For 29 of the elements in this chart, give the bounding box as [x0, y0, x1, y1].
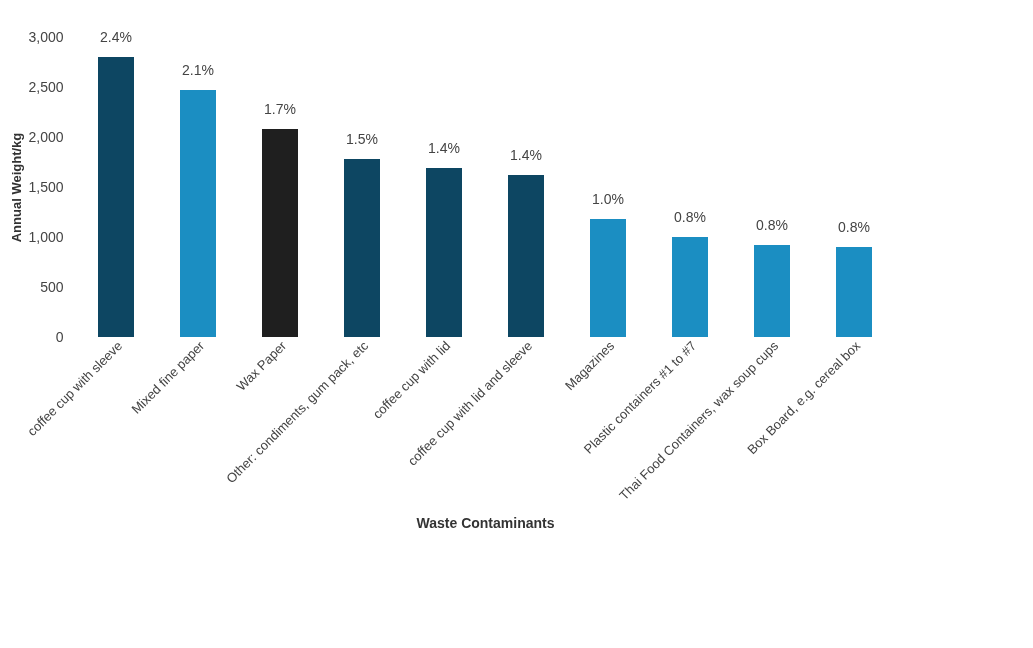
y-tick-label: 0: [55, 328, 64, 345]
bar: [262, 129, 298, 337]
bar: [508, 175, 544, 337]
y-tick-label: 1,000: [28, 228, 64, 245]
bar: [98, 57, 134, 337]
x-axis-title: Waste Contaminants: [416, 515, 555, 531]
annotation: 0.8%: [674, 209, 706, 225]
bar: [836, 247, 872, 337]
annotation: 2.4%: [100, 29, 132, 45]
bar: [590, 219, 626, 337]
annotation: 1.0%: [592, 191, 624, 207]
y-tick-label: 3,000: [28, 28, 64, 45]
bar: [754, 245, 790, 337]
bar: [426, 168, 462, 337]
bar: [344, 159, 380, 337]
annotation: 1.7%: [264, 101, 296, 117]
annotation: 1.5%: [346, 131, 378, 147]
annotation: 0.8%: [756, 217, 788, 233]
annotation: 2.1%: [182, 62, 214, 78]
y-tick-label: 2,500: [28, 78, 64, 95]
annotation: 1.4%: [510, 147, 542, 163]
bar: [672, 237, 708, 337]
y-tick-label: 500: [40, 278, 64, 295]
y-tick-label: 1,500: [28, 178, 64, 195]
y-axis-title: Annual Weight/kg: [9, 132, 25, 243]
annotation: 1.4%: [428, 140, 460, 156]
bar: [180, 90, 216, 337]
annotation: 0.8%: [838, 219, 870, 235]
y-tick-label: 2,000: [28, 128, 64, 145]
